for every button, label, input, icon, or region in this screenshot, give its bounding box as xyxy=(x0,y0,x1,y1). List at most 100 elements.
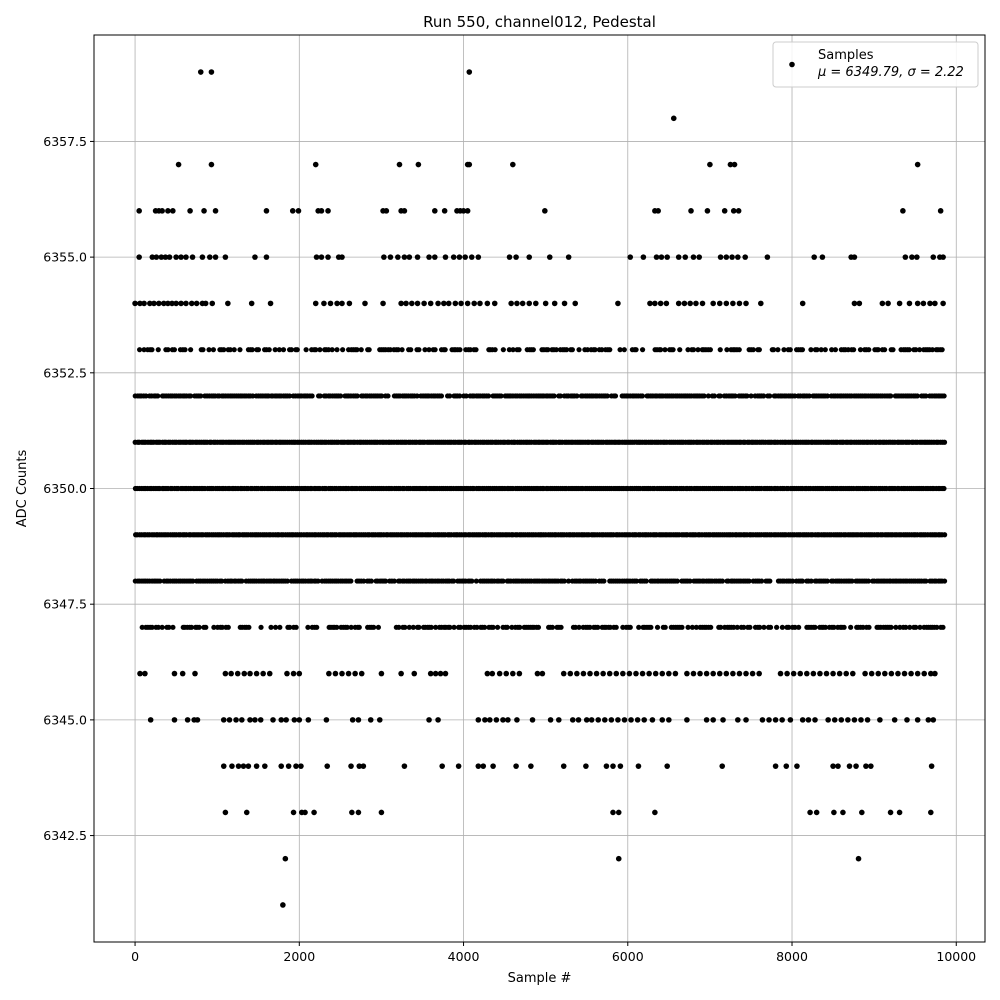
data-point xyxy=(188,300,195,307)
data-point xyxy=(451,578,457,584)
data-point xyxy=(921,670,928,677)
data-point xyxy=(670,115,677,122)
data-point xyxy=(530,347,536,353)
data-point xyxy=(934,624,940,630)
data-point xyxy=(574,670,580,677)
data-point xyxy=(851,300,858,307)
data-point xyxy=(385,393,391,399)
data-point xyxy=(681,300,688,307)
data-point xyxy=(327,300,334,307)
data-point xyxy=(731,624,737,630)
data-point xyxy=(426,254,432,260)
data-point xyxy=(601,578,607,584)
data-point xyxy=(734,624,740,630)
data-point xyxy=(286,393,293,399)
data-point xyxy=(226,717,233,723)
data-point xyxy=(824,393,831,399)
data-point xyxy=(302,809,308,816)
data-point xyxy=(771,347,777,353)
data-point xyxy=(193,300,200,307)
data-point xyxy=(475,717,482,723)
x-tick-label: 6000 xyxy=(612,949,644,964)
data-point xyxy=(387,347,393,353)
data-point xyxy=(289,208,296,214)
y-tick-label: 6357.5 xyxy=(43,134,87,149)
data-point xyxy=(608,717,615,723)
data-point xyxy=(263,208,270,214)
data-point xyxy=(535,624,542,630)
data-point xyxy=(231,347,237,353)
data-point xyxy=(298,763,304,769)
data-point xyxy=(617,763,624,769)
data-point xyxy=(326,670,332,677)
data-point xyxy=(621,717,628,723)
data-point xyxy=(767,578,773,584)
data-point xyxy=(797,670,804,677)
data-point xyxy=(615,717,621,723)
data-point xyxy=(474,624,480,630)
data-point xyxy=(711,393,718,399)
data-point xyxy=(830,670,836,677)
data-point xyxy=(516,347,522,353)
data-point xyxy=(743,670,749,677)
data-point xyxy=(458,300,464,307)
data-point xyxy=(208,161,215,168)
y-tick-label: 6347.5 xyxy=(43,597,87,612)
data-point xyxy=(287,624,293,630)
data-point xyxy=(875,347,881,353)
data-point xyxy=(831,809,837,816)
data-point xyxy=(141,347,147,353)
data-point xyxy=(662,347,668,353)
data-point xyxy=(324,763,331,769)
data-point xyxy=(941,485,947,492)
data-point xyxy=(627,254,634,260)
data-point xyxy=(575,717,582,723)
data-point xyxy=(928,809,934,816)
data-point xyxy=(653,254,660,260)
data-point xyxy=(927,300,933,307)
data-point xyxy=(620,670,626,677)
data-point xyxy=(221,347,227,353)
data-point xyxy=(735,254,741,260)
data-point xyxy=(462,254,468,260)
data-point xyxy=(937,208,944,214)
data-point xyxy=(136,208,142,214)
data-point xyxy=(239,717,245,723)
data-point xyxy=(858,717,864,723)
data-point xyxy=(565,578,572,584)
legend-marker xyxy=(789,61,795,68)
data-point xyxy=(348,624,354,630)
data-point xyxy=(817,670,823,677)
data-point xyxy=(941,578,948,584)
data-point xyxy=(757,624,763,630)
data-point xyxy=(272,624,279,630)
data-point xyxy=(500,347,506,353)
data-point xyxy=(812,624,818,630)
data-point xyxy=(284,578,291,584)
data-point xyxy=(506,347,512,353)
data-point xyxy=(923,578,929,584)
data-point xyxy=(406,254,413,260)
data-point xyxy=(822,624,829,630)
data-point xyxy=(731,161,738,168)
data-point xyxy=(592,347,598,353)
data-point xyxy=(917,624,923,630)
data-point xyxy=(663,300,670,307)
data-point xyxy=(513,763,519,769)
data-point xyxy=(240,763,247,769)
data-point xyxy=(267,300,274,307)
data-point xyxy=(799,578,806,584)
data-point xyxy=(220,763,227,769)
data-point xyxy=(510,347,516,353)
data-point xyxy=(875,670,882,677)
data-point xyxy=(442,254,449,260)
data-point xyxy=(808,578,814,584)
data-point xyxy=(276,347,282,353)
data-point xyxy=(391,578,397,584)
data-point xyxy=(551,300,558,307)
data-point xyxy=(355,717,362,723)
data-point xyxy=(542,208,548,214)
data-point xyxy=(435,717,441,723)
data-point xyxy=(473,347,479,353)
data-point xyxy=(227,347,233,353)
